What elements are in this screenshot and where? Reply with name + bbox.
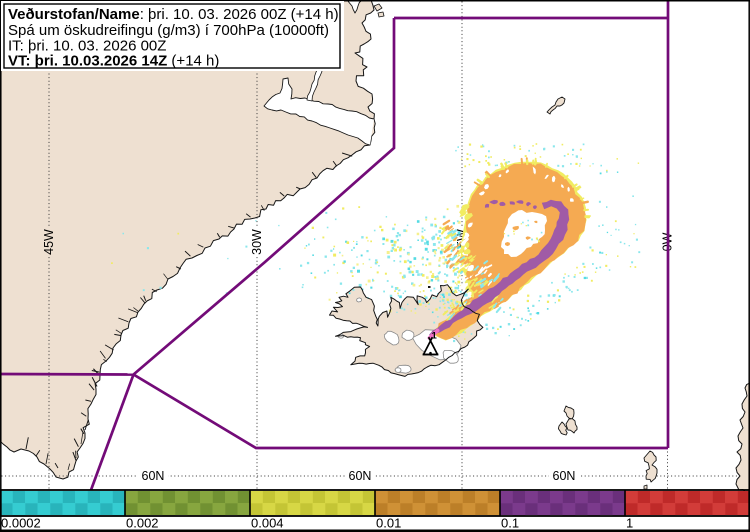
svg-text:1: 1 xyxy=(432,331,438,342)
svg-text:0.002: 0.002 xyxy=(126,516,159,531)
svg-text:0.004: 0.004 xyxy=(251,516,284,531)
svg-text:0.0002: 0.0002 xyxy=(1,516,41,531)
svg-text:60N: 60N xyxy=(553,469,576,483)
svg-text:VT: þri. 10.03.2026 14Z (+14 h: VT: þri. 10.03.2026 14Z (+14 h) xyxy=(8,53,219,70)
svg-text:IT: þri. 10. 03. 2026 00Z: IT: þri. 10. 03. 2026 00Z xyxy=(8,38,166,55)
svg-text:60N: 60N xyxy=(349,469,372,483)
svg-text:45W: 45W xyxy=(42,229,56,255)
svg-text:60N: 60N xyxy=(142,469,165,483)
svg-text:Veðurstofan/Name: þri. 10. 03.: Veðurstofan/Name: þri. 10. 03. 2026 00Z … xyxy=(8,6,339,23)
svg-text:Spá um öskudreifingu (g/m3) í: Spá um öskudreifingu (g/m3) í 700hPa (10… xyxy=(8,22,329,39)
svg-text:30W: 30W xyxy=(250,229,264,255)
svg-text:0.1: 0.1 xyxy=(501,516,519,531)
svg-text:0.01: 0.01 xyxy=(376,516,401,531)
svg-text:1: 1 xyxy=(626,516,633,531)
